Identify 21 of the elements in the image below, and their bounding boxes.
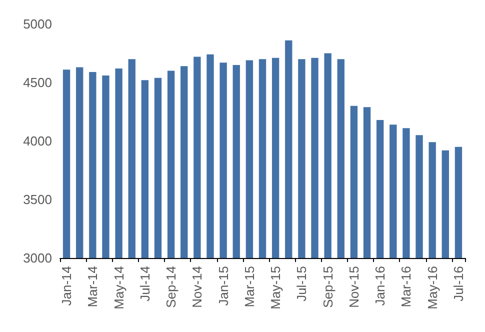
x-tick-label: Nov-15 [346, 266, 362, 308]
x-tick-label: Sep-14 [164, 266, 179, 308]
y-tick-label: 3000 [23, 250, 52, 266]
x-tick-label: Jul-15 [294, 266, 310, 302]
x-tick-label: Jan-16 [372, 266, 388, 306]
x-tick-label: Mar-16 [398, 266, 414, 308]
y-tick-label: 3500 [23, 192, 52, 207]
x-tick-label: Jul-16 [450, 266, 466, 302]
x-tick-label: Mar-14 [85, 266, 100, 308]
y-tick-label: 4000 [23, 134, 52, 148]
x-tick-label: May-16 [424, 266, 440, 310]
y-tick-label: 4500 [23, 75, 52, 90]
x-tick-label: Jul-14 [137, 266, 152, 302]
x-tick-label: Nov-14 [190, 266, 205, 308]
x-tick-label: May-14 [111, 266, 126, 310]
x-tick-label: May-15 [268, 266, 284, 310]
x-tick-label: Jan-15 [216, 266, 231, 306]
x-tick-label: Jan-14 [59, 266, 74, 306]
y-tick-label: 5000 [23, 16, 52, 32]
x-tick-label: Mar-15 [242, 266, 257, 308]
x-tick-label: Sep-15 [320, 266, 336, 308]
